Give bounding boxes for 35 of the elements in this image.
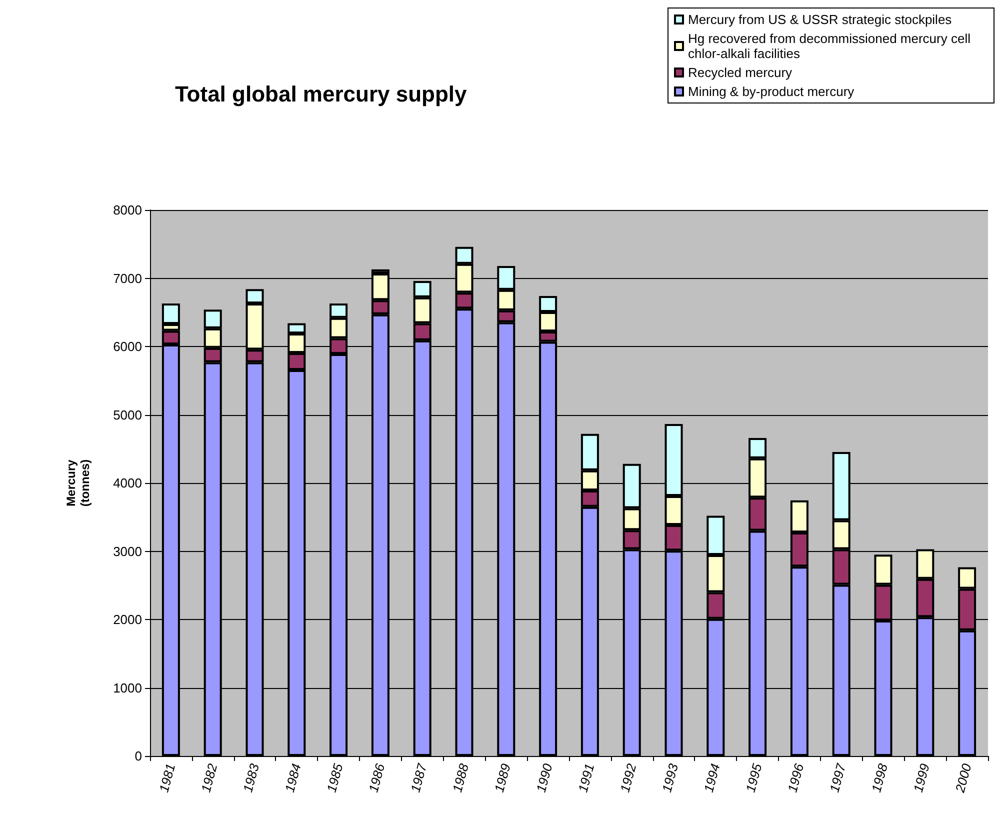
x-tick-label: 1986 [366,761,388,794]
x-tick-label: 1982 [198,761,220,794]
x-tick-label: 1996 [784,761,807,794]
x-tick-label: 2000 [952,761,974,795]
legend-label: Recycled mercury [688,65,793,80]
x-tick-label: 1994 [700,762,723,794]
x-tick-label: 1988 [450,761,472,794]
x-tick-label: 1998 [868,761,891,794]
x-tick-label: 1987 [408,761,430,794]
x-tick-label: 1981 [156,762,178,794]
x-tick-label: 1984 [282,762,304,794]
y-tick-label: 1000 [113,680,142,696]
y-tick-label: 0 [134,748,142,764]
chart-title: Total global mercury supply [175,82,468,106]
x-tick-label: 1989 [491,762,514,794]
y-tick-label: 3000 [113,544,142,559]
y-tick-label: 6000 [113,339,142,354]
legend-label: Mining & by-product mercury [688,84,855,99]
x-tick-label: 1993 [659,761,682,794]
legend-label: Hg recovered from decommissioned mercury cell chlor-alkali facilities [688,31,974,61]
y-tick-label: 8000 [113,202,142,218]
x-tick-label: 1992 [617,761,640,794]
x-tick-label: 1983 [240,761,262,794]
legend-label: Mercury from US & USSR strategic stockpiles [688,12,952,27]
y-axis-title: Mercury (tonnes) [64,459,92,507]
x-tick-label: 1995 [742,761,765,794]
y-tick-label: 2000 [113,612,142,627]
x-tick-label: 1997 [826,761,849,794]
y-tick-label: 7000 [113,270,142,286]
x-tick-label: 1990 [533,761,556,794]
x-tick-label: 1999 [910,762,932,794]
x-tick-label: 1985 [324,761,346,794]
y-tick-label: 5000 [113,407,142,422]
x-tick-label: 1991 [575,762,598,794]
y-tick-label: 4000 [113,476,142,490]
